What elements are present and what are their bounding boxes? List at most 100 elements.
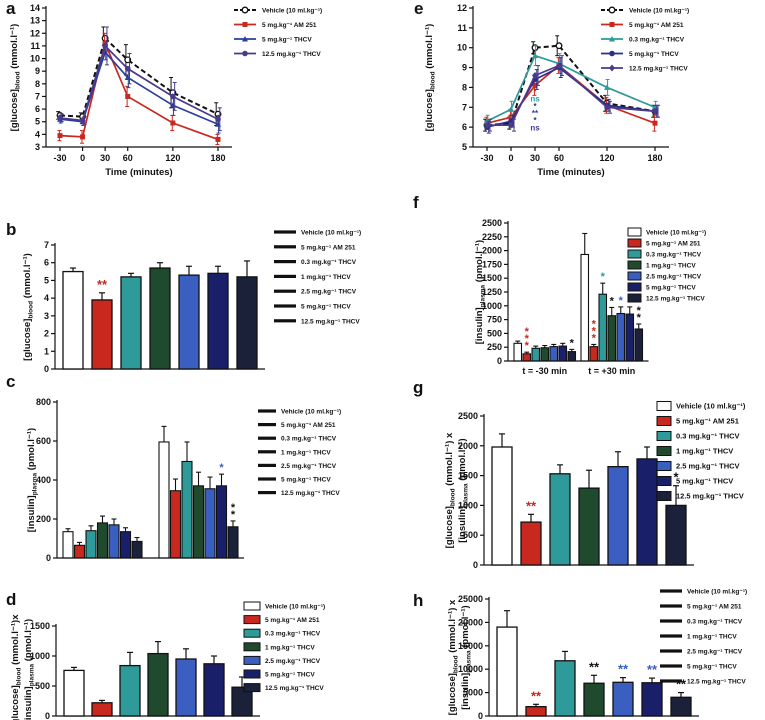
panel-e-point (508, 106, 514, 112)
panel-d-legend-swatch (243, 642, 261, 652)
panel-d-y-tick-label: 1000 (30, 651, 50, 661)
panel-a-point (57, 115, 63, 121)
panel-c-legend-swatch (258, 423, 276, 427)
panel-d-y-tick-label: 1500 (30, 621, 50, 631)
panel-c-letter: c (6, 372, 15, 391)
panel-a-y-tick-label: 8 (35, 79, 40, 89)
panel-b-y-tick-label: 6 (44, 258, 49, 268)
panel-e-x-title: Time (minutes) (537, 167, 604, 178)
panel-c-legend-label: 5 mg.kg⁻¹ AM 251 (281, 422, 336, 429)
panel-a-x-tick-label: 180 (210, 153, 225, 163)
panel-f-y-tick-label: 2000 (482, 246, 502, 256)
panel-g-bar (491, 446, 513, 566)
panel-b-legend-label: 1 mg.kg⁻¹ THCV (301, 274, 351, 281)
panel-d-legend-label: 5 mg.kg⁻¹ AM 251 (265, 617, 320, 624)
panel-e-point (604, 103, 610, 111)
panel-a-y-tick-label: 14 (30, 3, 40, 13)
panel-c-legend-swatch (258, 409, 276, 413)
panel-g-letter: g (413, 378, 423, 397)
panel-b-legend-swatch (274, 274, 296, 278)
panel-a-y-title: [glucose]blood (mmol.l⁻¹) (9, 24, 22, 132)
panel-g-legend-label: 1 mg.kg⁻¹ THCV (676, 447, 733, 456)
panel-e-y-title: [glucose]blood (mmol.l⁻¹) (424, 24, 437, 132)
panel-f-y-tick-label: 2250 (482, 232, 502, 242)
panel-e-point (555, 42, 563, 50)
panel-e-series-line (487, 64, 656, 127)
panel-g-y-tick-label: 1000 (458, 500, 478, 510)
panel-f-legend-label: 2.5 mg.kg⁻¹ THCV (646, 274, 702, 281)
panel-f-y-tick-label: 500 (487, 328, 502, 338)
panel-f-significance: * (637, 305, 642, 317)
panel-b-legend-label: 12.5 mg.kg⁻¹ THCV (301, 318, 360, 325)
panel-e-legend-label: 5 mg.kg⁻¹ AM 251 (629, 22, 684, 29)
panel-a-y-tick-label: 9 (35, 66, 40, 76)
panel-h-y-tick-label: 0 (478, 711, 483, 720)
panel-h-y-tick-label: 15000 (458, 641, 483, 651)
panel-e-x-tick-label: 180 (647, 153, 662, 163)
panel-b-bar (149, 267, 171, 370)
panel-g-legend-label: Vehicle (10 ml.kg⁻¹) (676, 402, 746, 411)
panel-f-group-label: t = -30 min (522, 366, 567, 376)
panel-d-legend-label: 5 mg.kg⁻¹ THCV (265, 672, 315, 679)
panel-f-y-tick-label: 250 (487, 342, 502, 352)
panel-g-y-tick-label: 2000 (458, 441, 478, 451)
panel-g-legend-swatch (656, 416, 672, 426)
panel-f-y-tick-label: 1000 (482, 301, 502, 311)
panel-b-legend-label: 2.5 mg.kg⁻¹ THCV (301, 289, 357, 296)
panel-d-letter: d (6, 590, 16, 609)
panel-f-bar (558, 345, 568, 362)
panel-a-x-tick-label: 30 (100, 153, 110, 163)
panel-g-y-tick-label: 500 (463, 530, 478, 540)
panel-h-legend-label: 2.5 mg.kg⁻¹ THCV (687, 649, 743, 656)
panel-f-legend-label: 1 mg.kg⁻¹ THCV (646, 263, 696, 270)
panel-d-bar (231, 686, 253, 717)
panel-h-bar (612, 681, 634, 717)
panel-a-series-line (59, 36, 219, 118)
panel-e-legend-marker (609, 22, 615, 27)
panel-b-bar (178, 274, 200, 370)
panel-g-legend-label: 5 mg.kg⁻¹ THCV (676, 477, 733, 486)
panel-g-legend-swatch (656, 446, 672, 456)
panel-e-point (652, 120, 658, 126)
panel-b-legend-swatch (274, 245, 296, 249)
panel-f-legend-label: 5 mg.kg⁻¹ AM 251 (646, 241, 701, 248)
panel-d-y-tick-label: 0 (45, 711, 50, 720)
panel-b-legend-swatch (274, 260, 296, 264)
panel-e-y-tick-label: 9 (462, 63, 467, 73)
panel-h-legend-swatch (660, 589, 682, 593)
panel-a-series-line (59, 50, 219, 126)
panel-b-bar (91, 299, 113, 370)
panel-b-legend-label: 5 mg.kg⁻¹ THCV (301, 304, 351, 311)
panel-h-legend-label: 0.3 mg.kg⁻¹ THCV (687, 619, 743, 626)
panel-e-point (532, 72, 538, 80)
panel-c-bar (192, 485, 205, 559)
panel-f-bar (634, 328, 644, 362)
panel-b-legend-label: Vehicle (10 ml.kg⁻¹) (301, 230, 361, 237)
panel-c-legend-label: 0.3 mg.kg⁻¹ THCV (281, 436, 337, 443)
panel-b-y-tick-label: 4 (44, 293, 49, 303)
panel-e-annotation: ns (530, 123, 540, 132)
panel-f-significance: * (619, 295, 624, 307)
panel-e-point (532, 82, 538, 88)
panel-a-point (79, 117, 86, 124)
panel-f-significance: * (592, 332, 597, 344)
panel-a-y-tick-label: 12 (30, 28, 40, 38)
panel-d-legend-swatch (243, 683, 261, 693)
panel-f-letter: f (413, 193, 419, 212)
panel-c-legend-label: 2.5 mg.kg⁻¹ THCV (281, 463, 337, 470)
panel-h-y-tick-label: 10000 (458, 664, 483, 674)
panel-g-legend-swatch (656, 461, 672, 471)
panel-d-legend-label: 12.5 mg.kg⁻¹ THCV (265, 685, 324, 692)
panel-h-legend-swatch (660, 634, 682, 638)
panel-c-bar (96, 522, 109, 559)
panel-g-bar (607, 466, 629, 566)
panel-h-legend-swatch (660, 649, 682, 653)
panel-e-x-tick-label: 120 (599, 153, 614, 163)
panel-f-bar (549, 346, 559, 362)
panel-e-point (604, 84, 610, 90)
panel-e-y-tick-label: 11 (457, 23, 467, 33)
panel-e-point (531, 44, 539, 52)
panel-e-point (508, 121, 514, 129)
panel-f-legend-swatch (627, 293, 642, 303)
panel-f-legend-label: 0.3 mg.kg⁻¹ THCV (646, 252, 702, 259)
